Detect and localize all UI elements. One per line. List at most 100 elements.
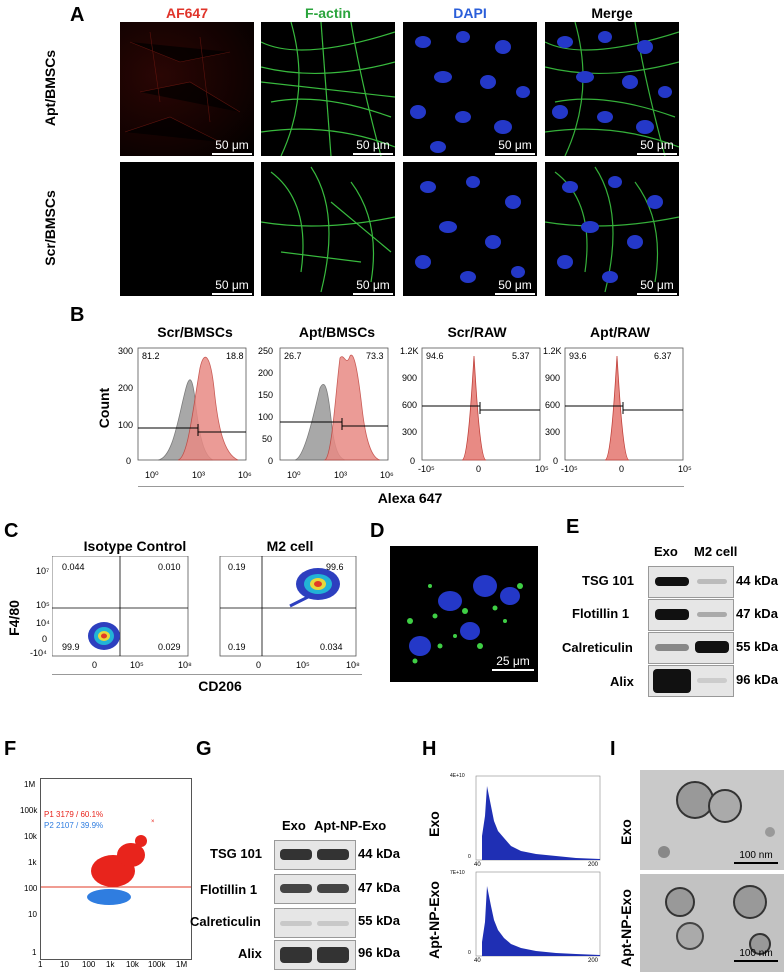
blot-e-protein-tsg101: TSG 101	[582, 573, 635, 588]
b1-xtick-0: 10⁰	[145, 470, 159, 480]
tem-image-apt	[640, 874, 784, 972]
tem-scale-apt: 100 nm	[734, 948, 778, 962]
b2-ytick-100: 100	[258, 412, 274, 422]
c-ytick-3: 10⁴	[36, 618, 50, 628]
c-ytick-5: -10⁴	[30, 648, 47, 658]
scale-bar-a8: 50 μm	[637, 278, 677, 295]
b1-left-pct: 81.2	[142, 351, 160, 361]
c2-xtick-1: 10⁵	[296, 660, 310, 670]
panel-label-g: G	[196, 738, 212, 760]
histogram-title-2: Apt/BMSCs	[298, 324, 376, 340]
nanoflow-plot: ×	[40, 778, 192, 960]
row-label-apt-bmscs: Apt/BMSCs	[42, 49, 58, 127]
panel-label-d: D	[370, 520, 385, 542]
c1-xtick-2: 10⁸	[178, 660, 192, 670]
micrograph-scr-merge	[545, 162, 679, 296]
blot-g-kda-1: 44 kDa	[358, 846, 400, 861]
b4-ytick-1.2k: 1.2K	[543, 346, 562, 356]
flow-xlabel: CD206	[198, 678, 242, 694]
blot-e-kda-4: 96 kDa	[736, 672, 778, 687]
h-top-xtick-40: 40	[474, 862, 481, 868]
scale-bar-a4: 50 μm	[637, 138, 677, 155]
scale-bar-d: 25 μm	[492, 654, 534, 671]
tem-scale-exo: 100 nm	[734, 850, 778, 864]
f-xtick-1k: 1k	[106, 960, 115, 969]
micrograph-apt-factin	[261, 22, 395, 156]
blot-e-kda-3: 55 kDa	[736, 639, 778, 654]
b3-ytick-300: 300	[402, 427, 418, 437]
b2-xtick-3: 10³	[334, 470, 348, 480]
blot-e-protein-calreticulin: Calreticulin	[562, 640, 633, 655]
c2-xtick-0: 0	[256, 660, 262, 670]
f-ytick-10k: 10k	[24, 832, 37, 841]
b3-ytick-900: 900	[402, 373, 418, 383]
micrograph-d	[390, 546, 538, 682]
scale-bar-a1: 50 μm	[212, 138, 252, 155]
c-ytick-2: 10⁵	[36, 600, 50, 610]
b2-right-pct: 73.3	[366, 351, 384, 361]
histogram-title-3: Scr/RAW	[447, 324, 507, 340]
panel-label-h: H	[422, 738, 437, 760]
b4-ytick-600: 600	[545, 400, 561, 410]
h-bot-xtick-40: 40	[474, 958, 481, 964]
blot-e-strip-2	[648, 599, 734, 631]
blot-g-strip-3	[274, 908, 356, 938]
scale-bar-a3: 50 μm	[495, 138, 535, 155]
f-xtick-1m: 1M	[176, 960, 188, 969]
blot-e-protein-alix: Alix	[610, 674, 634, 689]
b1-ytick-0: 0	[126, 456, 132, 466]
b4-xtick-pos: 10⁵	[678, 464, 692, 474]
b3-xtick-neg: -10⁵	[418, 464, 435, 474]
nta-row-exo: Exo	[426, 811, 442, 837]
scale-bar-a5: 50 μm	[212, 278, 252, 295]
c2-ll: 0.19	[228, 642, 246, 652]
f-xtick-10: 10	[60, 960, 69, 969]
micrograph-scr-dapi	[403, 162, 537, 296]
b2-xtick-0: 10⁰	[287, 470, 301, 480]
c1-ll: 99.9	[62, 642, 80, 652]
f-xtick-100: 100	[82, 960, 96, 969]
c1-ul: 0.044	[62, 562, 85, 572]
nanoflow-p1: P1 3179 / 60.1%	[44, 810, 104, 819]
scale-bar-a6: 50 μm	[353, 278, 393, 295]
blot-g-strip-4	[274, 940, 356, 970]
b2-xtick-6: 10⁶	[380, 470, 394, 480]
h-top-xtick-200: 200	[588, 862, 599, 868]
channel-header-af647: AF647	[165, 5, 209, 21]
b1-ytick-200: 200	[118, 383, 134, 393]
blot-e-lane-exo: Exo	[654, 544, 678, 559]
h-top-ytick-zero: 0	[468, 854, 471, 860]
b3-ytick-1.2k: 1.2K	[400, 346, 419, 356]
nta-row-apt: Apt-NP-Exo	[426, 881, 442, 959]
row-label-scr-bmscs: Scr/BMSCs	[42, 190, 58, 266]
f-ytick-100: 100	[24, 884, 38, 893]
b4-ytick-900: 900	[545, 373, 561, 383]
scale-bar-a7: 50 μm	[495, 278, 535, 295]
micrograph-scr-af647	[120, 162, 254, 296]
b1-xtick-3: 10³	[192, 470, 206, 480]
c2-ur: 99.6	[326, 562, 344, 572]
blot-e-strip-1	[648, 566, 734, 598]
b4-right-pct: 6.37	[654, 351, 672, 361]
c2-lr: 0.034	[320, 642, 343, 652]
blot-e-strip-4	[648, 665, 734, 697]
b4-xtick-neg: -10⁵	[561, 464, 578, 474]
b2-ytick-200: 200	[258, 368, 274, 378]
h-top-ytick-max: 4E+10	[450, 773, 465, 779]
b2-ytick-150: 150	[258, 390, 274, 400]
tem-row-exo: Exo	[618, 819, 634, 845]
blot-g-kda-4: 96 kDa	[358, 945, 400, 960]
c1-ur: 0.010	[158, 562, 181, 572]
b2-ytick-0: 0	[268, 456, 274, 466]
panel-label-i: I	[610, 738, 616, 760]
channel-header-merge: Merge	[591, 5, 633, 21]
nta-histograms	[475, 775, 601, 957]
blot-g-protein-flotillin: Flotillin 1	[200, 882, 258, 897]
scale-bar-a2: 50 μm	[353, 138, 393, 155]
blot-g-strip-2	[274, 874, 356, 904]
b1-ytick-300: 300	[118, 346, 134, 356]
blot-e-lane-m2: M2 cell	[694, 544, 738, 559]
flow-ylabel: F4/80	[6, 600, 22, 636]
blot-g-protein-calreticulin: Calreticulin	[190, 914, 261, 929]
channel-header-dapi: DAPI	[453, 5, 487, 21]
